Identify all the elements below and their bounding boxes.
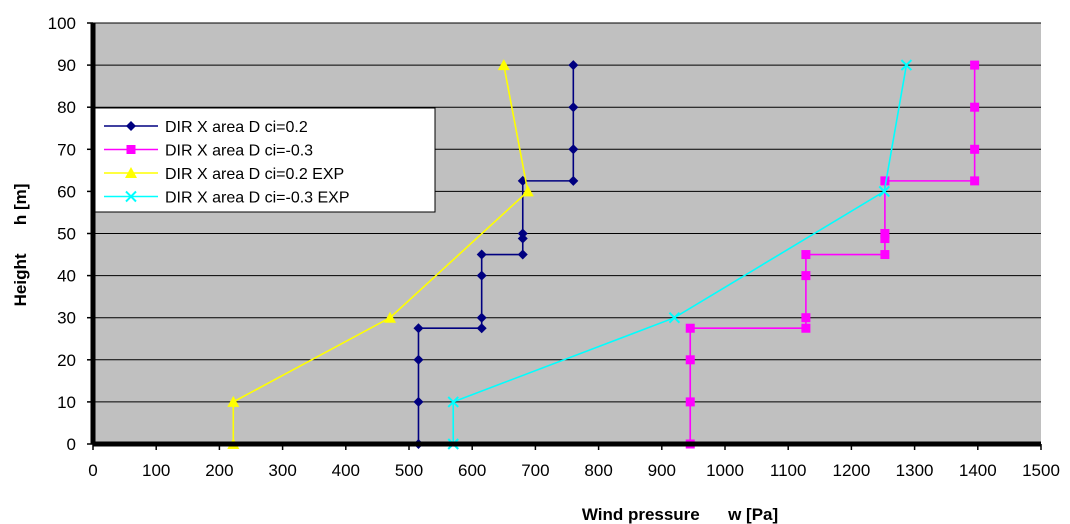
y-tick-label: 10 bbox=[57, 393, 76, 412]
x-tick-label: 1500 bbox=[1022, 461, 1060, 480]
tick-labels: 0 100 200 300 400 500 600 700 800 900 1000 1100 1200… bbox=[48, 14, 1060, 480]
marker-diamond bbox=[126, 121, 136, 131]
marker-diamond bbox=[568, 102, 579, 113]
marker-x bbox=[125, 190, 137, 203]
marker-square bbox=[970, 60, 980, 70]
marker-diamond bbox=[413, 354, 424, 365]
marker-diamond bbox=[476, 312, 487, 323]
x-tick-label: 300 bbox=[268, 461, 296, 480]
x-axis-title: Wind pressure w [Pa] bbox=[582, 505, 778, 524]
marker-square bbox=[685, 397, 695, 407]
y-tick-label: 20 bbox=[57, 351, 76, 370]
x-tick-label: 500 bbox=[395, 461, 423, 480]
marker-square bbox=[801, 323, 811, 333]
legend-label: DIR X area D ci=-0.3 EXP bbox=[165, 190, 350, 207]
marker-square bbox=[801, 250, 811, 260]
marker-diamond bbox=[476, 270, 487, 281]
x-tick-label: 400 bbox=[332, 461, 360, 480]
gridlines bbox=[93, 22, 1041, 403]
legend-label: DIR X area D ci=0.2 bbox=[165, 119, 308, 136]
marker-square bbox=[970, 176, 980, 186]
marker-diamond bbox=[568, 144, 579, 155]
y-tick-label: 40 bbox=[57, 267, 76, 286]
x-tick-label: 1200 bbox=[832, 461, 870, 480]
y-tick-label: 50 bbox=[57, 225, 76, 244]
legend: DIR X area D ci=0.2 DIR X area D ci=-0.3 D… bbox=[94, 107, 436, 213]
x-tick-label: 200 bbox=[205, 461, 233, 480]
y-axis-title: Height h [m] bbox=[11, 184, 30, 307]
legend-label: DIR X area D ci=0.2 EXP bbox=[165, 166, 344, 183]
series-4 bbox=[447, 59, 913, 450]
marker-square bbox=[801, 313, 811, 323]
series-line bbox=[417, 65, 575, 444]
marker-diamond bbox=[413, 323, 424, 334]
marker-square bbox=[685, 355, 695, 365]
marker-triangle bbox=[227, 395, 240, 407]
marker-diamond bbox=[476, 323, 487, 334]
marker-diamond bbox=[568, 175, 579, 186]
marker-diamond bbox=[476, 249, 487, 260]
marker-x bbox=[447, 396, 459, 408]
x-tick-label: 900 bbox=[648, 461, 676, 480]
marker-x bbox=[668, 311, 681, 324]
x-tick-label: 0 bbox=[88, 461, 97, 480]
x-tick-label: 1300 bbox=[896, 461, 934, 480]
marker-diamond bbox=[517, 249, 528, 260]
marker-triangle bbox=[384, 311, 397, 323]
marker-square bbox=[801, 271, 811, 281]
y-tick-label: 30 bbox=[57, 309, 76, 328]
marker-square bbox=[880, 176, 890, 186]
marker-x bbox=[878, 185, 890, 198]
marker-square bbox=[970, 144, 980, 154]
y-tick-label: 100 bbox=[48, 14, 76, 33]
marker-diamond bbox=[517, 233, 528, 244]
series-line bbox=[689, 65, 976, 444]
marker-triangle bbox=[125, 167, 137, 178]
marker-diamond bbox=[517, 228, 528, 239]
series-2 bbox=[685, 60, 980, 449]
x-tick-label: 100 bbox=[142, 461, 170, 480]
y-tick-label: 80 bbox=[57, 98, 76, 117]
marker-square bbox=[685, 323, 695, 333]
x-tick-label: 1100 bbox=[770, 461, 807, 480]
marker-diamond bbox=[568, 60, 579, 71]
marker-square bbox=[880, 234, 890, 244]
x-tick-label: 1000 bbox=[706, 461, 744, 480]
marker-square bbox=[126, 145, 136, 154]
legend-label: DIR X area D ci=-0.3 bbox=[165, 143, 313, 160]
y-tick-label: 0 bbox=[67, 435, 76, 454]
marker-triangle bbox=[497, 59, 510, 71]
x-tick-label: 800 bbox=[584, 461, 612, 480]
marker-square bbox=[880, 229, 890, 238]
y-tick-label: 90 bbox=[57, 56, 76, 75]
marker-triangle bbox=[521, 185, 534, 197]
marker-square bbox=[880, 250, 890, 260]
marker-x bbox=[900, 59, 913, 71]
y-tick-label: 60 bbox=[57, 182, 76, 201]
series-layer bbox=[227, 59, 980, 450]
x-tick-label: 1400 bbox=[959, 461, 997, 480]
y-tick-label: 70 bbox=[57, 140, 76, 159]
x-tick-label: 600 bbox=[458, 461, 486, 480]
x-tick-label: 700 bbox=[521, 461, 549, 480]
marker-square bbox=[970, 102, 980, 112]
marker-diamond bbox=[413, 396, 424, 407]
series-1 bbox=[413, 60, 579, 449]
